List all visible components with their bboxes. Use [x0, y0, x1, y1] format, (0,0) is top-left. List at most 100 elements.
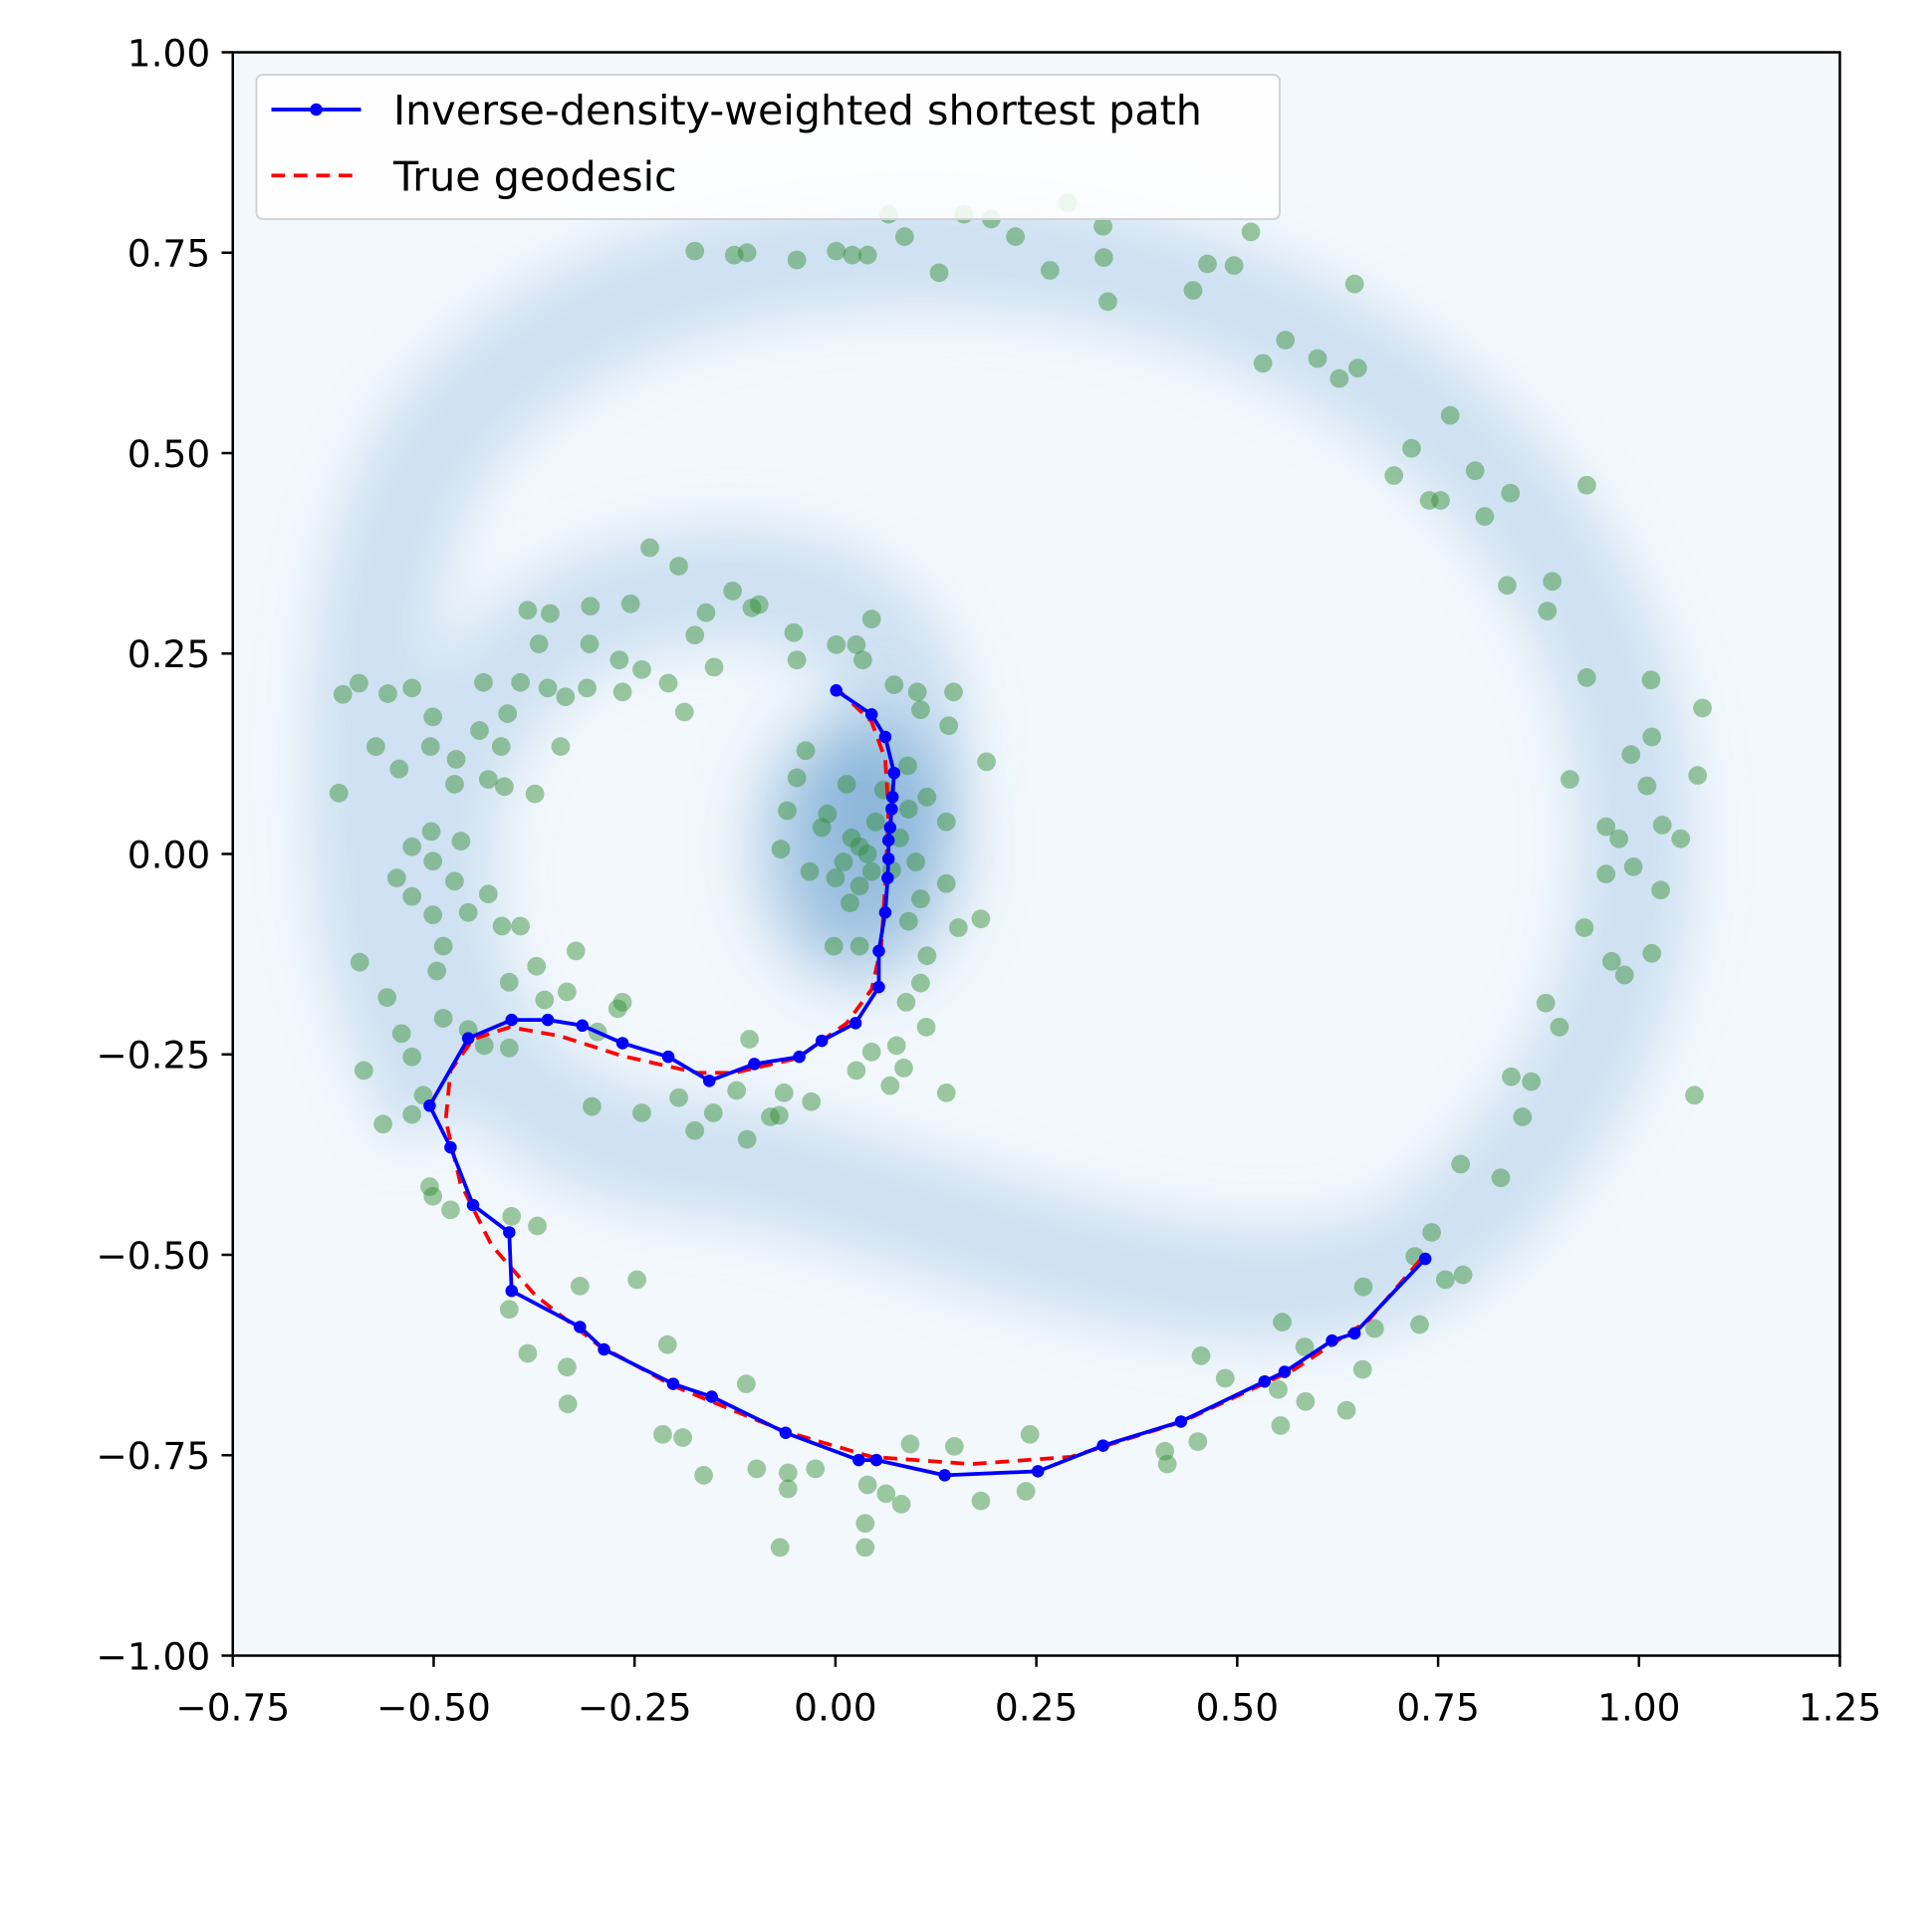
legend-geodesic-label: True geodesic [392, 152, 677, 200]
sample-point [445, 775, 464, 794]
sample-point [333, 684, 353, 704]
sample-point [787, 250, 807, 270]
sample-point [843, 245, 862, 265]
sample-point [1344, 274, 1364, 294]
sample-point [607, 999, 627, 1019]
sample-point [1574, 918, 1594, 937]
sample-point [1637, 776, 1657, 796]
sample-point [1422, 1223, 1441, 1242]
sample-point [528, 1216, 547, 1236]
shortest-path-marker [872, 980, 885, 994]
sample-point [511, 916, 530, 936]
sample-point [936, 812, 956, 832]
x-tick-label: 0.00 [794, 1686, 876, 1730]
x-tick-label: 1.00 [1597, 1686, 1681, 1730]
shortest-path-marker [461, 1032, 475, 1045]
sample-point [685, 241, 705, 261]
sample-point [1384, 466, 1404, 485]
density-band [308, 189, 1696, 1345]
sample-point [1501, 483, 1521, 503]
sample-point [898, 756, 917, 776]
sample-point [896, 993, 916, 1012]
shortest-path-marker [1278, 1365, 1292, 1378]
sample-point [1522, 1072, 1542, 1091]
sample-point [827, 635, 846, 654]
y-tick-label: 0.75 [127, 232, 210, 276]
sample-point [538, 678, 558, 698]
sample-point [1498, 576, 1517, 596]
shortest-path-marker [938, 1469, 951, 1482]
sample-point [849, 936, 869, 956]
sample-point [861, 609, 881, 629]
sample-point [1453, 1265, 1473, 1285]
sample-point [737, 1129, 757, 1149]
sample-point [694, 1466, 713, 1485]
sample-point [936, 1084, 956, 1102]
sample-point [1215, 1368, 1235, 1388]
sample-point [1269, 1379, 1288, 1399]
sample-point [1513, 1107, 1533, 1126]
sample-point [749, 595, 769, 614]
density-peak [765, 715, 953, 978]
x-tick-label: −0.25 [578, 1686, 692, 1730]
sample-point [389, 759, 409, 779]
sample-point [499, 972, 519, 992]
sample-point [478, 770, 498, 790]
sample-point [861, 1042, 881, 1062]
sample-point [971, 909, 991, 929]
sample-point [1576, 668, 1596, 687]
sample-point [1241, 222, 1261, 242]
sample-point [558, 1394, 578, 1414]
sample-point [551, 737, 571, 757]
sample-point [657, 1334, 677, 1354]
sample-point [824, 936, 844, 956]
sample-point [737, 243, 757, 263]
legend-path-label: Inverse-density-weighted shortest path [393, 87, 1202, 134]
sample-point [1402, 438, 1421, 458]
sample-point [778, 1463, 798, 1483]
sample-point [653, 1424, 672, 1444]
sample-point [894, 227, 914, 247]
sample-point [423, 707, 443, 727]
shortest-path-marker [887, 766, 901, 780]
sample-point [583, 1096, 602, 1116]
sample-point [761, 1107, 780, 1126]
y-tick-label: −1.00 [96, 1634, 210, 1678]
shortest-path-marker [576, 1019, 589, 1033]
sample-point [855, 1514, 875, 1534]
shortest-path-marker [705, 1390, 718, 1403]
sample-point [427, 961, 447, 981]
sample-point [916, 1018, 936, 1037]
sample-point [1093, 216, 1112, 236]
sample-point [446, 750, 466, 769]
sample-point [827, 241, 846, 261]
shortest-path-marker [881, 871, 894, 884]
sample-point [1538, 602, 1558, 620]
y-tick-label: 0.50 [127, 432, 210, 476]
sample-point [1020, 1424, 1040, 1444]
sample-point [841, 893, 859, 912]
sample-point [518, 1343, 538, 1363]
legend: Inverse-density-weighted shortest path T… [255, 74, 1281, 220]
shortest-path-marker [869, 1453, 883, 1467]
x-tick-label: 0.50 [1196, 1686, 1280, 1730]
shortest-path-marker [864, 708, 878, 721]
sample-point [846, 1061, 866, 1081]
shortest-path-marker [1418, 1252, 1432, 1266]
shortest-path-marker [881, 852, 895, 865]
sample-point [842, 829, 861, 847]
shortest-path-marker [1326, 1333, 1338, 1347]
sample-point [535, 990, 555, 1010]
sample-point [846, 635, 866, 654]
sample-point [929, 263, 949, 283]
sample-point [778, 1479, 798, 1499]
sample-point [855, 1538, 875, 1558]
sample-point [774, 1084, 794, 1102]
sample-point [1536, 993, 1556, 1013]
sample-point [674, 702, 694, 722]
sample-point [812, 818, 832, 838]
sample-point [806, 1459, 826, 1479]
x-tick-label: 1.25 [1799, 1686, 1882, 1730]
sample-point [911, 889, 930, 908]
